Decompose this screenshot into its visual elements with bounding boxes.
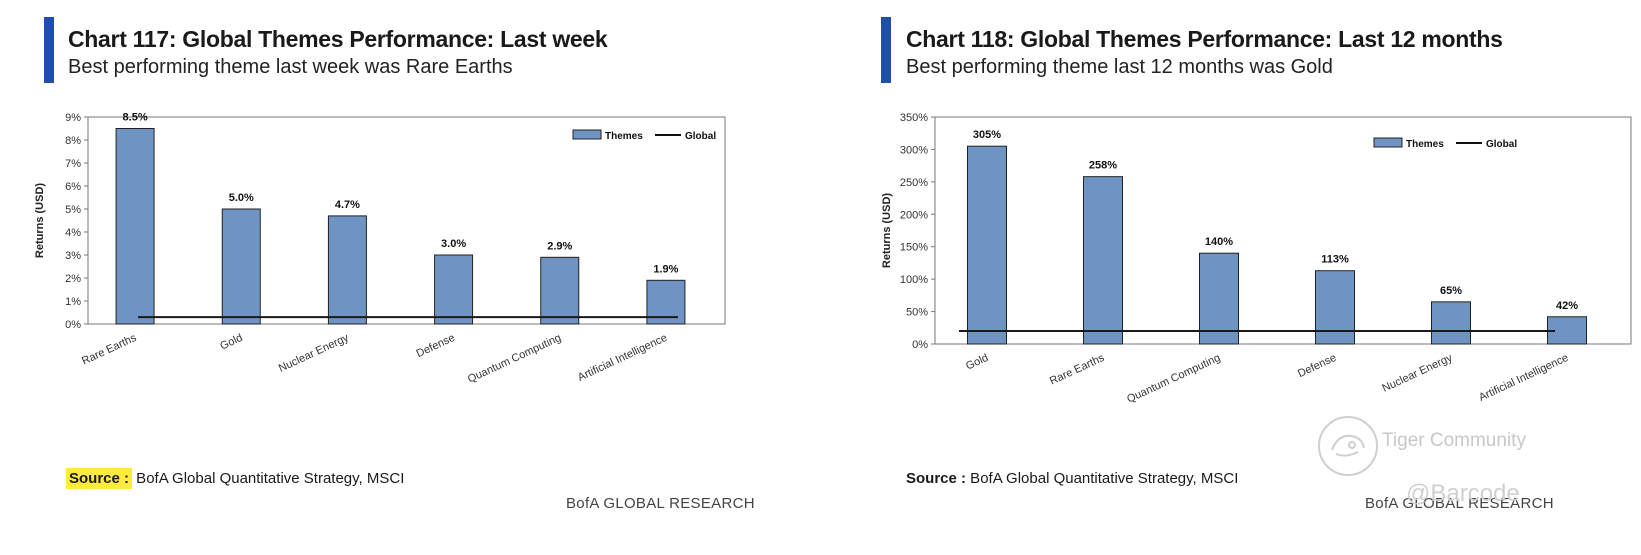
bar [1315,270,1355,345]
y-tick-label: 100% [900,274,928,286]
plot-frame [87,116,726,325]
title-accent-bar [44,17,54,83]
y-axis-title: Returns (USD) [34,183,46,259]
x-tick-label: Defense [415,332,457,360]
watermark: Tiger Community @Barcode [1318,416,1638,526]
brand-footer: BofA GLOBAL RESEARCH [566,495,755,512]
y-tick-label: 4% [65,227,81,239]
source-text: BofA Global Quantitative Strategy, MSCI [132,470,405,487]
x-tick-label: Defense [1296,352,1338,380]
y-tick-label: 0% [65,319,81,331]
x-tick-label: Gold [964,352,990,373]
bar-data-label: 42% [1556,300,1578,312]
y-tick-label: 50% [906,307,928,319]
chart-panel-118: Chart 118: Global Themes Performance: La… [832,0,1641,555]
y-tick-label: 3% [65,250,81,262]
bar [1199,252,1239,345]
y-tick-label: 5% [65,204,81,216]
source-label: Source : [906,470,967,487]
bar [967,145,1007,345]
title-accent-bar [881,17,891,83]
bar-data-label: 8.5% [123,112,148,124]
x-tick-label: Artificial Intelligence [1477,352,1570,404]
x-tick-label: Rare Earths [1048,352,1107,388]
x-tick-label: Gold [218,332,244,353]
x-tick-label: Quantum Computing [1125,352,1222,406]
y-tick-label: 200% [900,209,928,221]
legend-themes-swatch [572,129,602,140]
y-tick-label: 1% [65,296,81,308]
chart-subtitle: Best performing theme last 12 months was… [906,56,1333,78]
source-text: BofA Global Quantitative Strategy, MSCI [966,470,1239,487]
bar-data-label: 4.7% [335,199,360,211]
x-tick-label: Rare Earths [80,332,139,368]
bar-data-label: 258% [1089,160,1117,172]
source-label: Source : [66,468,133,489]
y-tick-label: 150% [900,242,928,254]
y-tick-label: 7% [65,158,81,170]
legend-global-label: Global [1486,139,1517,150]
bar-data-label: 140% [1205,236,1233,248]
chart-panel-117: Chart 117: Global Themes Performance: La… [0,0,820,555]
source-note: Source : BofA Global Quantitative Strate… [906,470,1238,487]
legend-themes-label: Themes [605,131,643,142]
x-tick-label: Quantum Computing [466,332,563,386]
bar-data-label: 2.9% [547,240,572,252]
bar-chart-117: 0% 1% 2% 3% 4% 5% 6% 7% 8% 9% Returns (USD) 8.5% Rar… [34,112,726,386]
bar [1083,176,1123,345]
bar-data-label: 5.0% [229,192,254,204]
bar [221,208,261,325]
y-tick-label: 9% [65,112,81,124]
y-tick-label: 8% [65,135,81,147]
y-tick-label: 300% [900,144,928,156]
plot-frame [934,116,1632,345]
bar-data-label: 1.9% [653,263,678,275]
bar-data-label: 3.0% [441,238,466,250]
bar [434,254,474,325]
y-tick-label: 6% [65,181,81,193]
bar-data-label: 65% [1440,285,1462,297]
watermark-community: Tiger Community [1382,430,1526,451]
legend-themes-label: Themes [1406,139,1444,150]
bar [1431,301,1471,345]
y-axis-title: Returns (USD) [881,193,893,269]
legend-global-label: Global [685,131,716,142]
bar-data-label: 305% [973,129,1001,141]
bar [115,128,155,325]
bar [540,256,580,325]
x-tick-label: Artificial Intelligence [576,332,669,384]
x-tick-label: Nuclear Energy [277,332,351,375]
legend-themes-swatch [1373,137,1403,148]
source-note: Source : BofA Global Quantitative Strate… [66,468,405,489]
y-tick-label: 0% [912,339,928,351]
chart-title: Chart 118: Global Themes Performance: La… [906,26,1503,52]
tiger-logo-icon [1318,416,1378,476]
y-tick-label: 250% [900,177,928,189]
bar [327,215,367,325]
y-tick-label: 350% [900,112,928,124]
brand-footer: BofA GLOBAL RESEARCH [1365,495,1554,512]
x-tick-label: Nuclear Energy [1380,352,1454,395]
chart-subtitle: Best performing theme last week was Rare… [68,56,513,78]
bar-chart-118: 0% 50% 100% 150% 200% 250% 300% 350% Returns (US… [881,112,1632,406]
y-tick-label: 2% [65,273,81,285]
watermark-handle: @Barcode [1406,480,1520,507]
chart-title: Chart 117: Global Themes Performance: La… [68,26,608,52]
bar-data-label: 113% [1321,254,1349,266]
